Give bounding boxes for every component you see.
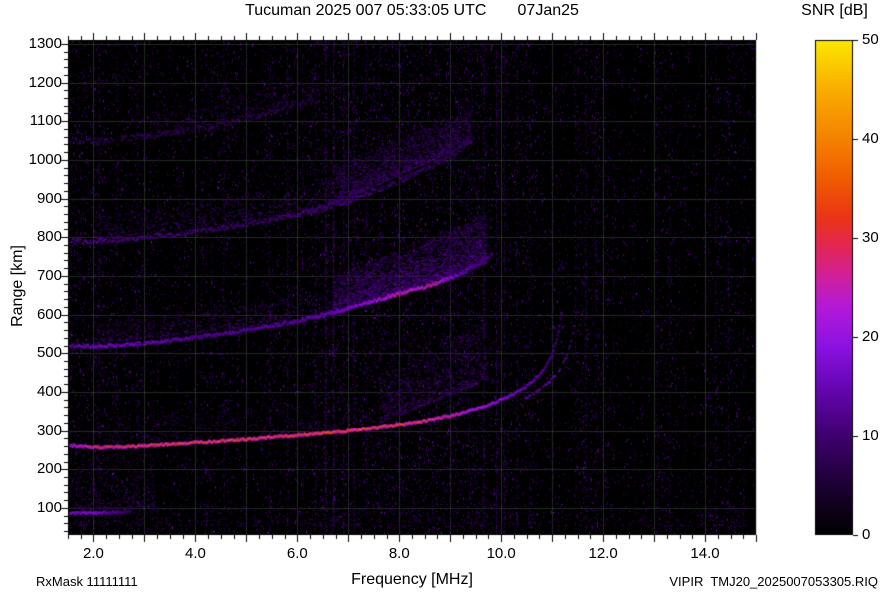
y-tick-label: 600 — [36, 305, 62, 323]
y-tick-label: 1100 — [29, 112, 62, 130]
y-tick-label: 200 — [36, 460, 62, 478]
colorbar-tick-label: 0 — [862, 526, 871, 543]
colorbar-tick-label: 40 — [862, 130, 879, 147]
y-tick-label: 400 — [36, 382, 62, 400]
y-tick-label: 800 — [36, 228, 62, 246]
x-tick-label: 8.0 — [388, 545, 410, 562]
filename-label: VIPIR TMJ20_2025007053305.RIQ — [669, 574, 878, 589]
colorbar-title: SNR [dB] — [801, 2, 868, 19]
x-axis-label: Frequency [MHz] — [351, 571, 473, 588]
x-tick-label: 14.0 — [690, 545, 720, 562]
x-tick-label: 12.0 — [588, 545, 618, 562]
rxmask-label: RxMask 11111111 — [36, 574, 138, 589]
x-tick-label: 10.0 — [486, 545, 516, 562]
y-tick-label: 700 — [36, 266, 62, 284]
y-tick-label: 1200 — [28, 73, 62, 91]
colorbar-tick-label: 30 — [862, 229, 879, 246]
colorbar-tick-label: 50 — [862, 31, 879, 48]
y-tick-label: 100 — [36, 498, 62, 516]
y-tick-label: 500 — [36, 344, 62, 362]
colorbar-tick-label: 20 — [862, 328, 879, 345]
x-tick-label: 6.0 — [286, 545, 308, 562]
y-tick-label: 900 — [36, 189, 62, 207]
chart-title: Tucuman 2025 007 05:33:05 UTC 07Jan25 — [245, 2, 579, 19]
colorbar-tick-label: 10 — [862, 427, 879, 444]
x-tick-label: 4.0 — [184, 545, 206, 562]
y-tick-label: 300 — [36, 421, 62, 439]
y-tick-label: 1300 — [28, 34, 62, 52]
y-tick-label: 1000 — [28, 150, 62, 168]
x-tick-label: 2.0 — [83, 545, 104, 562]
